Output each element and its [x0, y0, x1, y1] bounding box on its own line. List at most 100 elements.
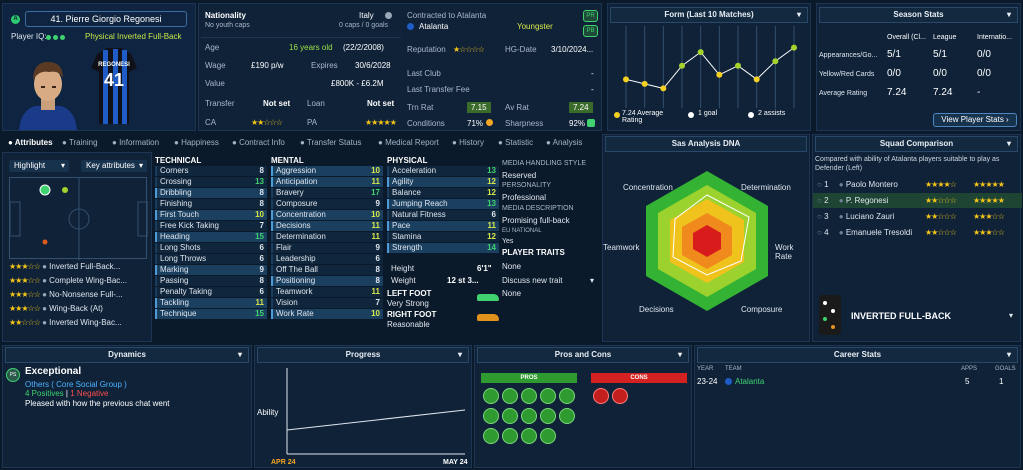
attribute-row[interactable]: Stamina 12: [387, 232, 499, 242]
form-header[interactable]: Form (Last 10 Matches) ▾: [610, 7, 808, 23]
career-team[interactable]: Atalanta: [735, 377, 765, 386]
tab-statistic[interactable]: ● Statistic: [498, 138, 534, 147]
con-trait-icon[interactable]: [612, 388, 628, 404]
attribute-row[interactable]: Natural Fitness 6: [387, 210, 499, 220]
attribute-row[interactable]: Free Kick Taking 7: [155, 221, 267, 231]
tab-information[interactable]: ● Information: [112, 138, 160, 147]
form-point[interactable]: [641, 80, 648, 87]
pr-badge[interactable]: PR: [583, 10, 598, 22]
attribute-row[interactable]: Bravery 17: [271, 188, 383, 198]
pro-trait-icon[interactable]: [521, 428, 537, 444]
player-name-bar[interactable]: 41. Pierre Giorgio Regonesi: [25, 11, 187, 27]
pro-trait-icon[interactable]: [559, 388, 575, 404]
role-row[interactable]: ★★☆☆☆ ● Inverted Wing-Bac...: [9, 317, 122, 328]
form-point[interactable]: [753, 76, 760, 83]
pro-trait-icon[interactable]: [559, 408, 575, 424]
dynamics-header[interactable]: Dynamics ▾: [5, 347, 249, 363]
pro-trait-icon[interactable]: [540, 408, 556, 424]
form-point[interactable]: [772, 58, 779, 65]
attribute-row[interactable]: Anticipation 11: [271, 177, 383, 187]
loan-value[interactable]: Not set: [367, 99, 395, 108]
tab-analysis[interactable]: ● Analysis: [546, 138, 583, 147]
tab-training[interactable]: ● Training: [62, 138, 98, 147]
attribute-row[interactable]: Penalty Taking 6: [155, 287, 267, 297]
progress-header[interactable]: Progress ▾: [257, 347, 469, 363]
discuss-trait-dropdown[interactable]: Discuss new trait ▾: [502, 275, 596, 286]
attribute-row[interactable]: Concentration 10: [271, 210, 383, 220]
transfer-value[interactable]: Not set: [263, 99, 291, 108]
tab-contract-info[interactable]: ● Contract Info: [232, 138, 285, 147]
attribute-row[interactable]: Finishing 8: [155, 199, 267, 209]
career-header[interactable]: Career Stats ▾: [697, 347, 1018, 363]
role-row[interactable]: ★★★☆☆ ● Inverted Full-Back...: [9, 261, 120, 272]
attribute-row[interactable]: Agility 12: [387, 177, 499, 187]
view-player-stats-button[interactable]: View Player Stats ›: [933, 113, 1017, 127]
tab-attributes[interactable]: ● Attributes: [8, 138, 53, 147]
tab-transfer-status[interactable]: ● Transfer Status: [300, 138, 362, 147]
squad-row[interactable]: ○ 4 ● Emanuele Tresoldi ★★☆☆☆ ★★★☆☆: [813, 225, 1022, 240]
squad-header[interactable]: Squad Comparison ▾: [815, 136, 1018, 152]
attribute-row[interactable]: Positioning 8: [271, 276, 383, 286]
season-header[interactable]: Season Stats ▾: [819, 7, 1018, 23]
role-row[interactable]: ★★★☆☆ ● Complete Wing-Bac...: [9, 275, 127, 286]
attribute-row[interactable]: Leadership 6: [271, 254, 383, 264]
pro-trait-icon[interactable]: [502, 388, 518, 404]
squad-row[interactable]: ○ 2 ● P. Regonesi ★★☆☆☆ ★★★★★: [813, 193, 1022, 208]
attribute-row[interactable]: Decisions 11: [271, 221, 383, 231]
attribute-row[interactable]: Vision 7: [271, 298, 383, 308]
attribute-row[interactable]: Jumping Reach 13: [387, 199, 499, 209]
attribute-row[interactable]: Passing 8: [155, 276, 267, 286]
pro-trait-icon[interactable]: [502, 408, 518, 424]
attribute-row[interactable]: Balance 12: [387, 188, 499, 198]
chevron-down-icon[interactable]: ▾: [1009, 311, 1014, 320]
pros-cons-header[interactable]: Pros and Cons ▾: [477, 347, 689, 363]
key-attributes-dropdown[interactable]: Key attributes ▾: [81, 160, 147, 172]
tab-happiness[interactable]: ● Happiness: [174, 138, 219, 147]
attribute-row[interactable]: Corners 8: [155, 166, 267, 176]
pro-trait-icon[interactable]: [521, 388, 537, 404]
attribute-row[interactable]: Off The Ball 8: [271, 265, 383, 275]
attribute-row[interactable]: Marking 9: [155, 265, 267, 275]
form-point[interactable]: [660, 85, 667, 92]
attribute-row[interactable]: First Touch 10: [155, 210, 267, 220]
pro-trait-icon[interactable]: [483, 428, 499, 444]
form-point[interactable]: [679, 62, 685, 69]
attribute-row[interactable]: Crossing 13: [155, 177, 267, 187]
pro-trait-icon[interactable]: [521, 408, 537, 424]
pro-trait-icon[interactable]: [540, 388, 556, 404]
attribute-row[interactable]: Tackling 11: [155, 298, 267, 308]
pro-trait-icon[interactable]: [540, 428, 556, 444]
attribute-row[interactable]: Long Shots 6: [155, 243, 267, 253]
attribute-row[interactable]: Heading 15: [155, 232, 267, 242]
highlight-dropdown[interactable]: Highlight ▾: [9, 160, 69, 172]
form-point[interactable]: [623, 76, 629, 83]
attribute-row[interactable]: Technique 15: [155, 309, 267, 319]
form-point[interactable]: [735, 62, 741, 69]
club-name[interactable]: Atalanta: [419, 22, 449, 31]
con-trait-icon[interactable]: [593, 388, 609, 404]
pro-trait-icon[interactable]: [502, 428, 518, 444]
role-row[interactable]: ★★★☆☆ ● Wing-Back (At): [9, 303, 103, 314]
form-point[interactable]: [697, 49, 704, 56]
attribute-row[interactable]: Acceleration 13: [387, 166, 499, 176]
attribute-row[interactable]: Composure 9: [271, 199, 383, 209]
attribute-row[interactable]: Teamwork 11: [271, 287, 383, 297]
attribute-row[interactable]: Work Rate 10: [271, 309, 383, 319]
squad-row[interactable]: ○ 1 ● Paolo Montero ★★★★☆ ★★★★★: [813, 177, 1022, 192]
dynamics-group[interactable]: Others ( Core Social Group ): [25, 380, 127, 389]
attribute-row[interactable]: Dribbling 8: [155, 188, 267, 198]
tab-medical-report[interactable]: ● Medical Report: [378, 138, 439, 147]
attribute-row[interactable]: Strength 14: [387, 243, 499, 253]
tab-history[interactable]: ● History: [452, 138, 484, 147]
pb-badge[interactable]: PB: [583, 25, 598, 37]
form-point[interactable]: [791, 44, 797, 51]
squad-row[interactable]: ○ 3 ● Luciano Zauri ★★☆☆☆ ★★★☆☆: [813, 209, 1022, 224]
nationality-value[interactable]: Italy: [359, 11, 374, 20]
form-point[interactable]: [716, 71, 723, 78]
attribute-row[interactable]: Flair 9: [271, 243, 383, 253]
role-row[interactable]: ★★★☆☆ ● No-Nonsense Full-...: [9, 289, 123, 300]
attribute-row[interactable]: Long Throws 6: [155, 254, 267, 264]
pro-trait-icon[interactable]: [483, 388, 499, 404]
attribute-row[interactable]: Pace 11: [387, 221, 499, 231]
attribute-row[interactable]: Determination 11: [271, 232, 383, 242]
